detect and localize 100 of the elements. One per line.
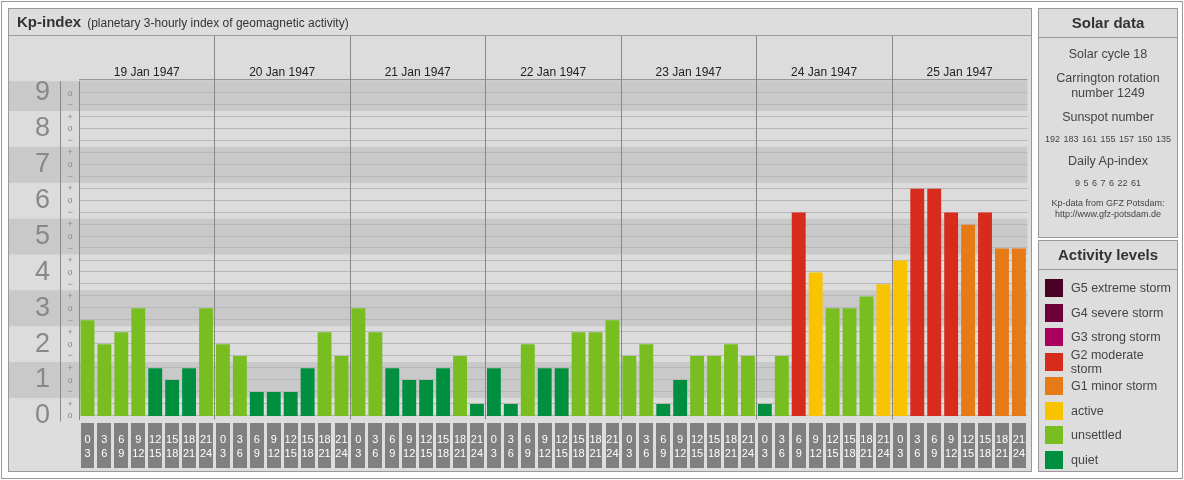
ref-line-label: −: [67, 135, 73, 146]
x-tick-label: 15 18: [436, 433, 450, 460]
x-tick-label: 3 6: [643, 433, 650, 460]
x-tick-label: 21 24: [470, 433, 484, 460]
text: 24 Jan 1947: [791, 64, 858, 79]
legend-label: G4 severe storm: [1071, 305, 1164, 320]
x-tick-label: 15 18: [707, 433, 721, 460]
x-tick-label: 15 18: [572, 433, 585, 460]
y-tick-label: 6: [34, 184, 50, 215]
ref-line-label: −: [67, 278, 73, 289]
ref-line-label: +: [67, 147, 73, 158]
text: 9 5 6 7 6 22 61: [1073, 178, 1143, 189]
text: Solar cycle 18: [1067, 47, 1149, 62]
ref-line-label: +: [67, 219, 73, 230]
text: Solar data: [1039, 9, 1177, 38]
x-tick-label: 0 3: [626, 433, 633, 460]
chart-title: Kp-index: [17, 13, 82, 30]
y-tick-label: 2: [34, 327, 50, 358]
x-tick-label: 6 9: [389, 433, 396, 460]
x-tick-label: 21 24: [1012, 433, 1026, 460]
x-tick-label: 0 3: [761, 433, 768, 460]
ref-line-label: +: [67, 183, 73, 194]
y-tick-label: 9: [34, 76, 50, 107]
ref-line-label: o: [67, 195, 73, 206]
legend-label: quiet: [1071, 452, 1099, 467]
x-tick-label: 18 21: [589, 433, 602, 460]
x-tick-label: 12 15: [420, 433, 433, 460]
ref-line-label: +: [67, 111, 73, 122]
x-tick-label: 9 12: [403, 433, 416, 460]
x-tick-label: 15 18: [843, 433, 856, 460]
x-tick-label: 15 18: [301, 433, 314, 460]
y-tick-label: 8: [34, 112, 50, 143]
x-tick-label: 21 24: [335, 433, 348, 460]
x-tick-label: 6 9: [253, 433, 260, 460]
x-tick-label: 0 3: [490, 433, 497, 460]
x-tick-label: 12 15: [149, 433, 162, 460]
x-tick-label: 3 6: [101, 433, 108, 460]
x-tick-label: 6 9: [660, 433, 667, 460]
text: Carrington rotation number 1249: [1055, 71, 1161, 101]
x-tick-label: 21 24: [199, 433, 213, 460]
x-tick-label: 18 21: [453, 433, 467, 460]
legend-label: unsettled: [1071, 428, 1122, 443]
x-tick-label: 21 24: [606, 433, 619, 460]
x-tick-label: 18 21: [995, 433, 1009, 460]
x-tick-label: 12 15: [691, 433, 704, 460]
y-tick-label: 4: [34, 255, 50, 286]
text: Sunspot number: [1061, 110, 1155, 125]
y-tick-label: 7: [34, 148, 50, 179]
text: 21 Jan 1947: [384, 64, 452, 79]
x-tick-label: 6 9: [118, 433, 125, 460]
legend-label: G3 strong storm: [1071, 330, 1161, 345]
x-tick-label: 9 12: [267, 433, 280, 460]
text: Daily Ap-index: [1067, 154, 1149, 169]
x-tick-label: 12 15: [961, 433, 975, 460]
x-tick-label: 9 12: [809, 433, 822, 460]
y-tick-label: 1: [34, 363, 50, 394]
text: 20 Jan 1947: [249, 64, 316, 79]
x-tick-label: 21 24: [877, 433, 890, 460]
x-tick-label: 18 21: [724, 433, 738, 460]
x-tick-label: 18 21: [318, 433, 331, 460]
x-tick-label: 21 24: [741, 433, 755, 460]
x-tick-label: 3 6: [236, 433, 243, 460]
x-tick-label: 0 3: [897, 433, 904, 460]
ref-line-label: +: [67, 362, 73, 373]
x-tick-label: 3 6: [507, 433, 514, 460]
ref-line-label: +: [67, 290, 73, 301]
ref-line-label: −: [67, 206, 73, 217]
x-tick-label: 12 15: [555, 433, 568, 460]
x-tick-label: 9 12: [132, 433, 145, 460]
x-tick-label: 3 6: [778, 433, 785, 460]
legend-label: active: [1071, 403, 1104, 418]
ref-line-label: −: [67, 242, 73, 253]
x-tick-label: 3 6: [914, 433, 921, 460]
text: 192 183 161 155 157 150 135: [1043, 134, 1173, 145]
y-tick-label: 5: [34, 219, 50, 250]
text: 25 Jan 1947: [926, 64, 993, 79]
ref-line-label: −: [67, 171, 73, 182]
ref-line-label: o: [67, 410, 73, 421]
x-tick-label: 6 9: [931, 433, 938, 460]
chart-subtitle: (planetary 3-hourly index of geomagnetic activity): [87, 16, 349, 30]
ref-line-label: −: [67, 99, 73, 110]
text: 23 Jan 1947: [655, 64, 723, 79]
ref-line-label: o: [67, 123, 73, 134]
text: Kp-data from GFZ Potsdam: http://www.gfz-potsdam.de: [1050, 198, 1166, 220]
ref-line-label: o: [67, 266, 73, 277]
ref-line-label: o: [67, 338, 73, 349]
x-tick-label: 9 12: [945, 433, 958, 460]
ref-line-label: −: [67, 350, 73, 361]
ref-line-label: +: [67, 398, 73, 409]
x-tick-label: 0 3: [355, 433, 362, 460]
ref-line-label: +: [67, 255, 73, 266]
legend-label: G1 minor storm: [1071, 379, 1158, 394]
ref-line-label: −: [67, 314, 73, 325]
x-tick-label: 0 3: [219, 433, 227, 460]
x-tick-label: 18 21: [860, 433, 873, 460]
y-tick-label: 0: [34, 399, 50, 430]
text: 22 Jan 1947: [520, 64, 587, 79]
text: 19 Jan 1947: [113, 64, 181, 79]
y-tick-label: 3: [34, 291, 50, 322]
x-tick-label: 0 3: [84, 433, 91, 460]
